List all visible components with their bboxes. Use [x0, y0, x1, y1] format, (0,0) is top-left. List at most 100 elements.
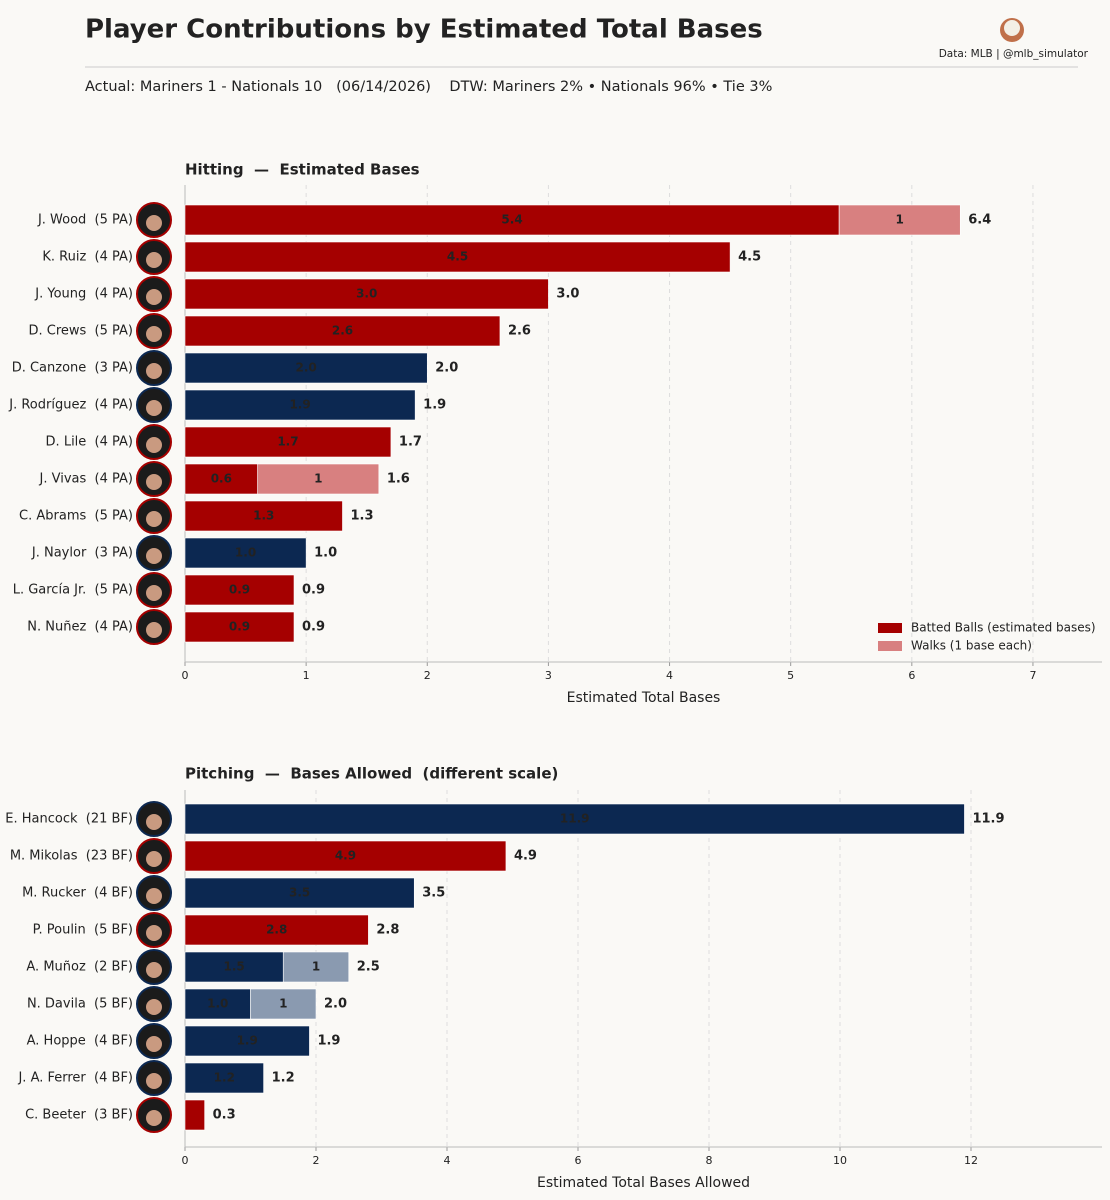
- y-tick-label: A. Muñoz (2 BF): [26, 960, 133, 975]
- legend-label: Batted Balls (estimated bases): [911, 621, 1096, 635]
- bar-value-label: 2.6: [332, 324, 353, 338]
- bar-segment: [257, 463, 380, 495]
- player-face: [146, 511, 162, 527]
- x-tick-label: 4: [666, 669, 673, 682]
- y-tick-label: M. Rucker (4 BF): [22, 886, 133, 901]
- total-label: 0.3: [213, 1108, 236, 1123]
- bar-value-label: 1: [896, 213, 904, 227]
- bar-segment: [184, 315, 501, 347]
- bar-segment: [250, 988, 317, 1020]
- bar-value-label: 1: [312, 960, 320, 974]
- chart-title: Pitching — Bases Allowed (different scal…: [185, 765, 558, 783]
- player-face: [146, 289, 162, 305]
- bar-value-label: 1.5: [223, 960, 244, 974]
- bar-value-label: 0.6: [211, 472, 232, 486]
- x-tick-label: 3: [545, 669, 552, 682]
- x-tick-label: 2: [424, 669, 431, 682]
- bar-value-label: 1.0: [235, 546, 256, 560]
- bar-segment: [184, 352, 428, 384]
- y-tick-label: J. Wood (5 PA): [37, 213, 133, 228]
- bar-value-label: 1: [314, 472, 322, 486]
- bar-value-label: 1.0: [207, 997, 228, 1011]
- chart-title: Hitting — Estimated Bases: [185, 161, 420, 179]
- player-face: [146, 814, 162, 830]
- x-tick-label: 12: [964, 1154, 978, 1167]
- total-label: 0.9: [302, 583, 325, 598]
- bar-segment: [184, 537, 307, 569]
- y-tick-label: C. Beeter (3 BF): [25, 1108, 133, 1123]
- player-face: [146, 363, 162, 379]
- bar-value-label: 1.7: [277, 435, 298, 449]
- player-face: [146, 215, 162, 231]
- source: Data: MLB | @mlb_simulator: [939, 48, 1089, 60]
- bar-value-label: 1.9: [289, 398, 310, 412]
- y-tick-label: L. García Jr. (5 PA): [13, 583, 133, 598]
- bar-value-label: 11.9: [560, 812, 590, 826]
- total-label: 1.9: [423, 398, 446, 413]
- logo-inner: [1004, 20, 1020, 36]
- y-tick-label: N. Nuñez (4 PA): [27, 620, 133, 635]
- bar-value-label: 1: [279, 997, 287, 1011]
- player-face: [146, 999, 162, 1015]
- bar-segment: [184, 877, 415, 909]
- player-face: [146, 622, 162, 638]
- player-face: [146, 888, 162, 904]
- page-title: Player Contributions by Estimated Total …: [85, 15, 763, 45]
- x-tick-label: 10: [833, 1154, 847, 1167]
- total-label: 3.5: [422, 886, 445, 901]
- total-label: 1.9: [317, 1034, 340, 1049]
- y-tick-label: D. Canzone (3 PA): [12, 361, 133, 376]
- bar-value-label: 3.5: [289, 886, 310, 900]
- total-label: 4.5: [738, 250, 761, 265]
- bar-segment: [184, 241, 731, 273]
- bar-value-label: 1.2: [214, 1071, 235, 1085]
- bar-segment: [838, 204, 961, 236]
- legend-label: Walks (1 base each): [911, 639, 1032, 653]
- bar-segment: [282, 951, 350, 983]
- y-tick-label: E. Hancock (21 BF): [5, 812, 133, 827]
- bar-value-label: 3.0: [356, 287, 377, 301]
- legend-swatch: [878, 623, 902, 633]
- total-label: 2.8: [376, 923, 399, 938]
- x-tick-label: 8: [706, 1154, 713, 1167]
- player-face: [146, 962, 162, 978]
- total-label: 1.0: [314, 546, 337, 561]
- legend-swatch: [878, 641, 902, 651]
- total-label: 2.6: [508, 324, 531, 339]
- bar-value-label: 4.5: [447, 250, 468, 264]
- x-tick-label: 4: [444, 1154, 451, 1167]
- y-tick-label: J. Naylor (3 PA): [31, 546, 133, 561]
- bar-segment: [184, 611, 295, 643]
- total-label: 2.5: [357, 960, 380, 975]
- y-tick-label: D. Crews (5 PA): [28, 324, 133, 339]
- y-tick-label: D. Lile (4 PA): [46, 435, 133, 450]
- bar-segment: [184, 914, 369, 946]
- bar-segment: [184, 803, 965, 835]
- player-face: [146, 925, 162, 941]
- player-face: [146, 548, 162, 564]
- bar-segment: [184, 1099, 205, 1131]
- y-tick-label: P. Poulin (5 BF): [33, 923, 133, 938]
- y-tick-label: J. Vivas (4 PA): [39, 472, 133, 487]
- x-tick-label: 6: [908, 669, 915, 682]
- bar-value-label: 4.9: [335, 849, 356, 863]
- bar-value-label: 0.9: [229, 583, 250, 597]
- player-face: [146, 474, 162, 490]
- x-tick-label: 6: [575, 1154, 582, 1167]
- y-tick-label: N. Davila (5 BF): [27, 997, 133, 1012]
- x-tick-label: 5: [787, 669, 794, 682]
- x-tick-label: 7: [1029, 669, 1036, 682]
- total-label: 4.9: [514, 849, 537, 864]
- subtitle: Actual: Mariners 1 - Nationals 10 (06/14…: [85, 79, 772, 95]
- bar-value-label: 1.3: [253, 509, 274, 523]
- bar-segment: [184, 840, 507, 872]
- x-axis-label: Estimated Total Bases Allowed: [537, 1175, 750, 1191]
- bar-segment: [184, 463, 258, 495]
- bar-value-label: 1.9: [237, 1034, 258, 1048]
- x-tick-label: 2: [313, 1154, 320, 1167]
- y-tick-label: A. Hoppe (4 BF): [27, 1034, 133, 1049]
- player-face: [146, 851, 162, 867]
- total-label: 1.7: [399, 435, 422, 450]
- total-label: 1.3: [350, 509, 373, 524]
